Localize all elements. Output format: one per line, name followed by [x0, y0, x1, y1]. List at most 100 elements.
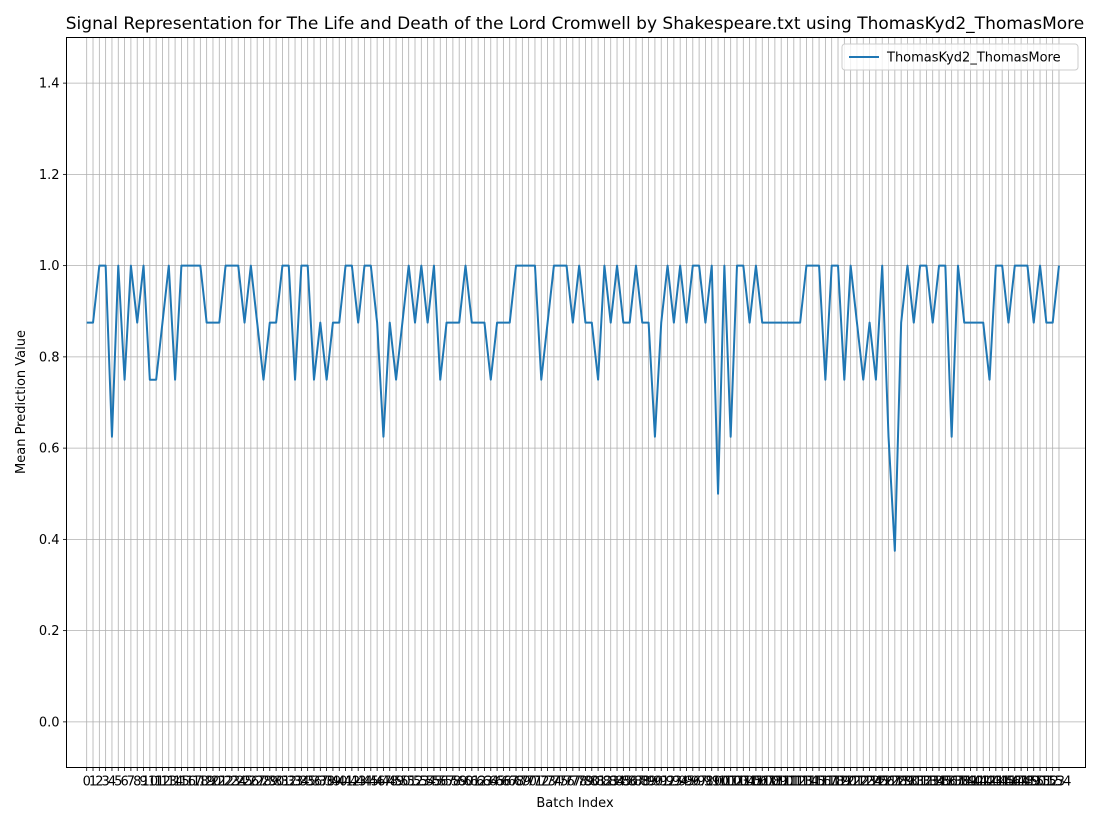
x-tick-label: 78 [571, 775, 588, 790]
x-tick-label: 59 [451, 775, 468, 790]
x-tick-label: 21 [211, 775, 228, 790]
y-axis-ticks: 0.0 0.2 0.4 0.6 0.8 1.0 1.2 1.4 [39, 77, 67, 730]
x-tick-label: 120 [832, 775, 857, 790]
x-tick-label: 133 [914, 775, 939, 790]
x-tick-label: 99 [703, 775, 720, 790]
x-tick-label: 132 [908, 775, 933, 790]
x-tick-label: 20 [205, 775, 222, 790]
x-axis-label: Batch Index [536, 796, 614, 811]
x-tick-label: 58 [445, 775, 462, 790]
x-tick-label: 94 [672, 775, 689, 790]
x-tick-label: 17 [186, 775, 203, 790]
x-tick-label: 54 [419, 775, 436, 790]
x-tick-label: 121 [838, 775, 863, 790]
x-tick-label: 77 [565, 775, 582, 790]
x-tick-label: 153 [1040, 775, 1065, 790]
x-tick-label: 80 [584, 775, 601, 790]
x-tick-label: 24 [230, 775, 247, 790]
x-tick-label: 19 [198, 775, 215, 790]
x-tick-label: 44 [356, 775, 373, 790]
x-tick-label: 118 [819, 775, 844, 790]
x-axis-ticks: 0123456789101112131415161718192021222324… [83, 767, 1071, 790]
chart-title: Signal Representation for The Life and D… [66, 14, 1084, 34]
y-axis-label: Mean Prediction Value [14, 330, 29, 474]
x-tick-label: 108 [756, 775, 781, 790]
x-tick-label: 136 [933, 775, 958, 790]
x-tick-label: 51 [400, 775, 417, 790]
x-tick-label: 66 [495, 775, 512, 790]
x-tick-label: 74 [546, 775, 563, 790]
x-tick-label: 10 [142, 775, 159, 790]
plot-frame [66, 37, 1086, 768]
x-tick-label: 124 [857, 775, 882, 790]
x-tick-label: 148 [1009, 775, 1034, 790]
x-tick-label: 39 [325, 775, 342, 790]
x-tick-label: 89 [640, 775, 657, 790]
x-tick-label: 70 [520, 775, 537, 790]
legend: ThomasKyd2_ThomasMore [841, 43, 1079, 71]
x-tick-label: 103 [725, 775, 750, 790]
x-tick-label: 100 [706, 775, 731, 790]
x-tick-label: 61 [464, 775, 481, 790]
x-tick-label: 126 [870, 775, 895, 790]
x-tick-label: 46 [369, 775, 386, 790]
x-tick-label: 141 [964, 775, 989, 790]
x-tick-label: 96 [685, 775, 702, 790]
x-tick-label: 144 [983, 775, 1008, 790]
x-tick-label: 50 [394, 775, 411, 790]
x-tick-label: 6 [120, 775, 128, 790]
x-tick-label: 81 [590, 775, 607, 790]
x-tick-label: 3 [102, 775, 110, 790]
x-tick-label: 117 [813, 775, 838, 790]
x-tick-label: 55 [426, 775, 443, 790]
x-tick-label: 147 [1002, 775, 1027, 790]
x-tick-label: 101 [712, 775, 737, 790]
y-tick-label: 0.8 [39, 350, 60, 365]
x-tick-label: 14 [167, 775, 184, 790]
x-tick-label: 105 [737, 775, 762, 790]
x-tick-label: 93 [666, 775, 683, 790]
y-tick-label: 1.2 [39, 168, 60, 183]
x-tick-label: 41 [337, 775, 354, 790]
y-tick-label: 0.0 [39, 715, 60, 730]
x-tick-label: 85 [615, 775, 632, 790]
x-tick-label: 12 [154, 775, 171, 790]
x-tick-label: 113 [788, 775, 813, 790]
y-tick-label: 1.0 [39, 259, 60, 274]
x-tick-label: 62 [470, 775, 487, 790]
x-tick-label: 91 [653, 775, 670, 790]
x-tick-label: 152 [1034, 775, 1059, 790]
x-tick-label: 69 [514, 775, 531, 790]
x-tick-label: 52 [407, 775, 424, 790]
x-tick-label: 150 [1021, 775, 1046, 790]
x-tick-label: 36 [306, 775, 323, 790]
x-tick-label: 109 [762, 775, 787, 790]
x-tick-label: 143 [977, 775, 1002, 790]
x-tick-label: 35 [299, 775, 316, 790]
x-tick-label: 23 [224, 775, 241, 790]
y-tick-label: 0.4 [39, 533, 60, 548]
x-tick-label: 114 [794, 775, 819, 790]
x-tick-label: 139 [952, 775, 977, 790]
x-tick-label: 87 [628, 775, 645, 790]
x-tick-label: 5 [114, 775, 122, 790]
x-tick-label: 42 [344, 775, 361, 790]
x-tick-label: 92 [659, 775, 676, 790]
x-tick-label: 140 [958, 775, 983, 790]
x-tick-label: 22 [217, 775, 234, 790]
x-tick-label: 33 [287, 775, 304, 790]
x-tick-label: 16 [179, 775, 196, 790]
x-tick-label: 48 [381, 775, 398, 790]
x-tick-label: 2 [95, 775, 103, 790]
x-tick-label: 151 [1028, 775, 1053, 790]
x-tick-label: 65 [489, 775, 506, 790]
x-tick-label: 18 [192, 775, 209, 790]
x-tick-label: 142 [971, 775, 996, 790]
x-tick-label: 83 [602, 775, 619, 790]
x-tick-label: 56 [432, 775, 449, 790]
x-tick-label: 111 [775, 775, 800, 790]
x-tick-label: 131 [901, 775, 926, 790]
grid-lines [66, 37, 1086, 768]
x-tick-label: 128 [882, 775, 907, 790]
x-tick-label: 4 [108, 775, 116, 790]
